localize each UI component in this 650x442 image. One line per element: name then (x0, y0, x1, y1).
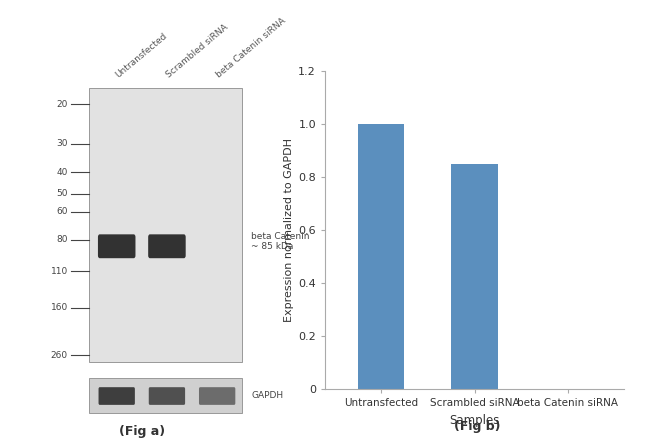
Bar (451, 164, 498, 389)
FancyBboxPatch shape (148, 234, 186, 258)
Text: 40: 40 (57, 168, 68, 177)
Y-axis label: Expression normalized to GAPDH: Expression normalized to GAPDH (284, 138, 294, 322)
Text: 20: 20 (57, 100, 68, 109)
Text: 80: 80 (57, 236, 68, 244)
FancyBboxPatch shape (98, 234, 135, 258)
Text: GAPDH: GAPDH (251, 391, 283, 400)
Bar (88, 378, 242, 413)
Text: 50: 50 (57, 190, 68, 198)
Bar (358, 124, 404, 389)
Text: Untransfected: Untransfected (114, 31, 169, 80)
FancyBboxPatch shape (199, 387, 235, 405)
Text: 110: 110 (51, 267, 68, 275)
Text: 30: 30 (57, 140, 68, 149)
FancyBboxPatch shape (149, 387, 185, 405)
Text: 60: 60 (57, 207, 68, 216)
Text: beta Catenin siRNA: beta Catenin siRNA (214, 16, 287, 80)
Text: beta Catenin
~ 85 kDa: beta Catenin ~ 85 kDa (251, 232, 309, 251)
FancyBboxPatch shape (99, 387, 135, 405)
Text: Scrambled siRNA: Scrambled siRNA (164, 23, 229, 80)
Bar (88, 88, 242, 362)
Text: 260: 260 (51, 351, 68, 360)
Text: (Fig b): (Fig b) (454, 420, 501, 433)
X-axis label: Samples: Samples (449, 414, 500, 427)
Text: 160: 160 (51, 303, 68, 312)
Text: (Fig a): (Fig a) (119, 425, 165, 438)
